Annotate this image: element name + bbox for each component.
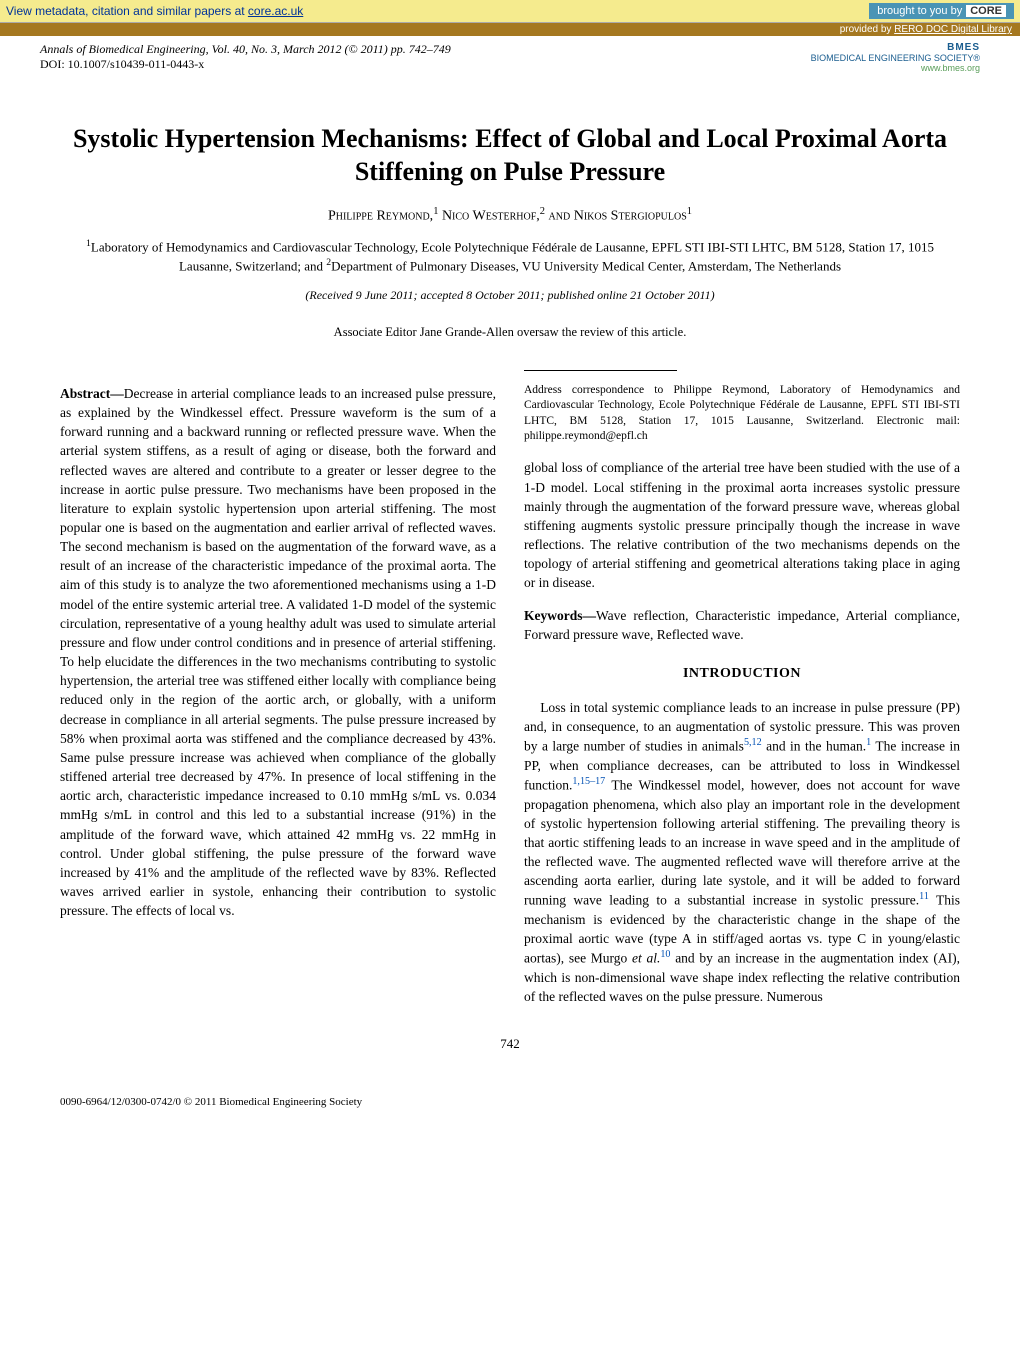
correspondence-footnote: Address correspondence to Philippe Reymo… <box>524 383 960 445</box>
provided-prefix: provided by <box>840 24 894 35</box>
journal-doi: DOI: 10.1007/s10439-011-0443-x <box>40 57 451 72</box>
footnote-rule <box>524 370 677 371</box>
society-url[interactable]: www.bmes.org <box>811 63 980 73</box>
repo-banner-left: View metadata, citation and similar pape… <box>6 4 303 18</box>
repository-banner: View metadata, citation and similar pape… <box>0 0 1020 23</box>
two-column-body: Abstract—Decrease in arterial compliance… <box>60 370 960 1006</box>
abstract-continuation: global loss of compliance of the arteria… <box>524 458 960 592</box>
keywords-paragraph: Keywords—Wave reflection, Characteristic… <box>524 606 960 644</box>
provided-link[interactable]: RERO DOC Digital Library <box>894 24 1012 35</box>
editor-line: Associate Editor Jane Grande-Allen overs… <box>60 325 960 340</box>
abstract-text: Decrease in arterial compliance leads to… <box>60 386 496 918</box>
received-line: (Received 9 June 2011; accepted 8 Octobe… <box>60 288 960 303</box>
abstract-paragraph: Abstract—Decrease in arterial compliance… <box>60 384 496 920</box>
keywords-label: Keywords— <box>524 608 596 623</box>
society-sub: BIOMEDICAL ENGINEERING SOCIETY® <box>811 53 980 63</box>
footnote-block: Address correspondence to Philippe Reymo… <box>524 370 960 445</box>
paper-body: Systolic Hypertension Mechanisms: Effect… <box>0 73 1020 1092</box>
journal-header: Annals of Biomedical Engineering, Vol. 4… <box>0 36 1020 73</box>
society-name: BMES <box>811 42 980 53</box>
brought-by-label: brought to you by <box>877 5 962 17</box>
journal-citation: Annals of Biomedical Engineering, Vol. 4… <box>40 42 451 57</box>
bottom-copyright: 0090-6964/12/0300-0742/0 © 2011 Biomedic… <box>0 1092 1020 1128</box>
core-badge[interactable]: CORE <box>966 5 1006 17</box>
paper-title: Systolic Hypertension Mechanisms: Effect… <box>60 123 960 188</box>
authors-line: Philippe Reymond,1 Nico Westerhof,2 and … <box>60 206 960 225</box>
repo-banner-right: brought to you by CORE <box>869 3 1014 19</box>
abstract-label: Abstract— <box>60 386 124 401</box>
provided-by-line: provided by RERO DOC Digital Library <box>0 23 1020 36</box>
introduction-heading: INTRODUCTION <box>524 664 960 684</box>
affiliations: 1Laboratory of Hemodynamics and Cardiova… <box>80 237 940 275</box>
society-block: BMES BIOMEDICAL ENGINEERING SOCIETY® www… <box>811 42 980 73</box>
repo-core-link[interactable]: core.ac.uk <box>248 4 303 18</box>
journal-citation-block: Annals of Biomedical Engineering, Vol. 4… <box>40 42 451 72</box>
introduction-paragraph: Loss in total systemic compliance leads … <box>524 698 960 1007</box>
page-number: 742 <box>60 1036 960 1052</box>
repo-prefix: View metadata, citation and similar pape… <box>6 4 248 18</box>
